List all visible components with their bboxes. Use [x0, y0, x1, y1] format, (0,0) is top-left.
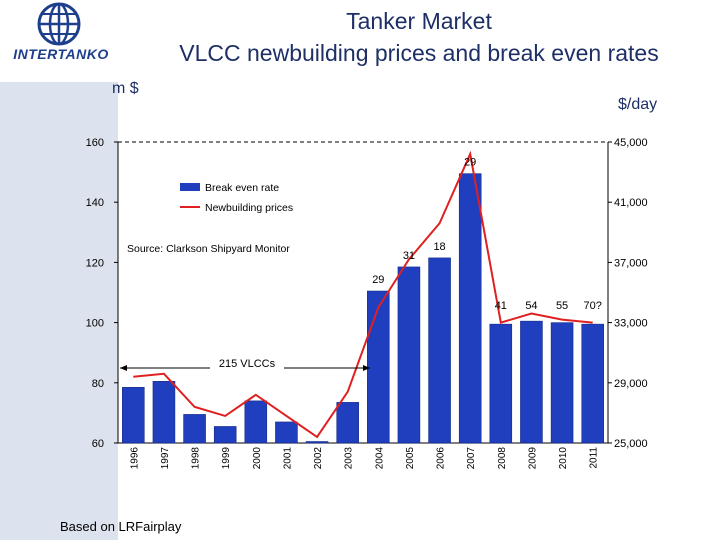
x-tick-label: 2003: [344, 447, 355, 470]
break-even-bar: [397, 266, 421, 444]
bar-annotation-label: 18: [433, 241, 445, 253]
break-even-bar: [581, 323, 604, 444]
left-tick-label: 140: [86, 197, 104, 209]
right-tick-label: 25,000: [614, 438, 648, 450]
bar-annotation-label: 54: [525, 300, 537, 312]
bar-annotation-label: 31: [403, 250, 415, 262]
right-tick-label: 37,000: [614, 257, 648, 269]
break-even-bar: [550, 322, 574, 444]
x-tick-label: 2004: [374, 447, 385, 470]
left-side-band: [0, 82, 118, 540]
right-tick-label: 45,000: [614, 137, 648, 149]
x-tick-label: 1999: [221, 447, 232, 470]
legend-bar-swatch: [180, 183, 200, 191]
slide-subtitle: VLCC newbuilding prices and break even r…: [179, 40, 659, 66]
right-tick-label: 29,000: [614, 378, 648, 390]
range-arrow-right-head: [363, 365, 370, 371]
break-even-bar: [520, 320, 543, 444]
newbuilding-price-line: [133, 150, 593, 439]
globe-logo-icon: [37, 2, 81, 46]
left-tick-label: 100: [86, 318, 104, 330]
break-even-bar: [213, 426, 237, 444]
legend-label-break-even: Break even rate: [205, 182, 279, 194]
range-arrow-left-head: [120, 365, 127, 371]
x-tick-label: 2002: [313, 447, 324, 470]
break-even-bar: [305, 441, 329, 444]
slide-title: Tanker Market: [346, 8, 492, 34]
bar-annotation-label: 29: [372, 274, 384, 286]
x-tick-label: 2005: [405, 447, 416, 470]
logo-wordmark: INTERTANKO: [13, 46, 109, 62]
x-tick-label: 2000: [252, 447, 263, 470]
left-tick-label: 160: [86, 137, 104, 149]
break-even-bar: [275, 421, 298, 444]
range-label-background: [210, 356, 284, 370]
logo-panel: INTERTANKO: [0, 0, 118, 82]
right-tick-label: 41,000: [614, 197, 648, 209]
break-even-bar: [152, 381, 176, 444]
right-axis-unit: $/day: [618, 96, 658, 113]
left-tick-label: 80: [92, 378, 104, 390]
x-tick-label: 1996: [129, 447, 140, 470]
range-label: 215 VLCCs: [219, 358, 276, 370]
x-tick-label: 1997: [160, 447, 171, 470]
break-even-bar: [458, 173, 482, 444]
x-tick-label: 2010: [558, 447, 569, 470]
break-even-bar: [489, 323, 513, 444]
x-tick-label: 2008: [497, 447, 508, 470]
bar-annotation-label: 41: [495, 300, 507, 312]
footer-source-note: Based on LRFairplay: [60, 519, 182, 534]
break-even-bar: [122, 387, 145, 444]
break-even-bar: [367, 290, 390, 444]
x-tick-label: 2011: [589, 447, 600, 469]
x-tick-label: 1998: [191, 447, 202, 470]
break-even-bar: [244, 400, 268, 444]
left-axis-unit: m $: [112, 80, 139, 97]
x-tick-label: 2006: [436, 447, 447, 470]
source-annotation: Source: Clarkson Shipyard Monitor: [127, 243, 290, 255]
break-even-bar: [183, 414, 206, 444]
x-tick-label: 2009: [527, 447, 538, 470]
x-tick-label: 2007: [466, 447, 477, 470]
bar-annotation-label: 29: [464, 157, 476, 169]
bar-annotation-label: 70?: [584, 300, 602, 312]
right-tick-label: 33,000: [614, 318, 648, 330]
break-even-bar: [428, 257, 451, 444]
left-tick-label: 60: [92, 438, 104, 450]
bar-annotation-label: 55: [556, 300, 568, 312]
x-tick-label: 2001: [282, 447, 293, 470]
break-even-bar: [336, 402, 359, 444]
legend-label-newbuilding: Newbuilding prices: [205, 202, 293, 214]
left-tick-label: 120: [86, 257, 104, 269]
